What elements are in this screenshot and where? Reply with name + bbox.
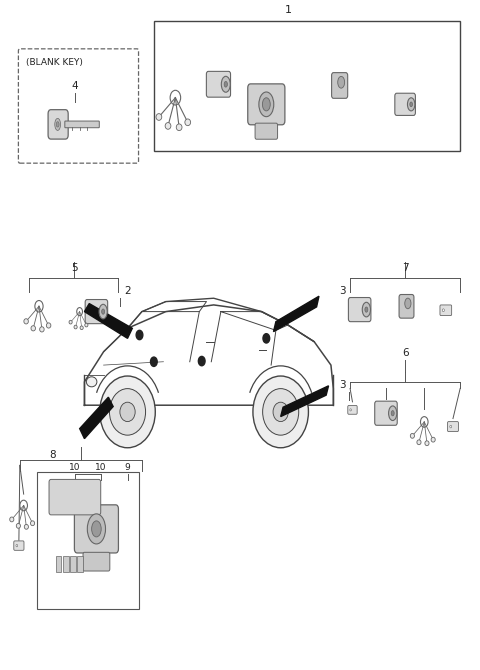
Ellipse shape xyxy=(400,296,410,304)
Text: 8: 8 xyxy=(49,450,56,460)
FancyBboxPatch shape xyxy=(18,49,139,163)
FancyBboxPatch shape xyxy=(395,93,415,115)
Text: 3: 3 xyxy=(339,286,346,296)
FancyBboxPatch shape xyxy=(206,72,230,97)
Ellipse shape xyxy=(10,517,14,522)
Ellipse shape xyxy=(92,521,101,537)
Text: 10: 10 xyxy=(96,463,107,472)
FancyBboxPatch shape xyxy=(332,72,348,98)
FancyBboxPatch shape xyxy=(348,297,371,322)
Bar xyxy=(70,555,76,572)
Ellipse shape xyxy=(156,114,162,121)
Bar xyxy=(77,555,83,572)
FancyBboxPatch shape xyxy=(348,405,357,414)
Polygon shape xyxy=(84,304,132,338)
Circle shape xyxy=(198,356,205,366)
FancyBboxPatch shape xyxy=(440,305,452,316)
Ellipse shape xyxy=(176,124,182,131)
Ellipse shape xyxy=(408,98,415,111)
Ellipse shape xyxy=(40,327,44,332)
Ellipse shape xyxy=(389,406,397,421)
Bar xyxy=(56,555,61,572)
Ellipse shape xyxy=(31,326,36,331)
Ellipse shape xyxy=(410,433,414,438)
Ellipse shape xyxy=(332,74,344,82)
Ellipse shape xyxy=(74,325,77,329)
FancyBboxPatch shape xyxy=(48,110,68,139)
Text: 7: 7 xyxy=(402,263,408,273)
Ellipse shape xyxy=(100,376,156,448)
Ellipse shape xyxy=(24,525,28,529)
Ellipse shape xyxy=(443,309,444,312)
FancyBboxPatch shape xyxy=(255,123,277,139)
FancyBboxPatch shape xyxy=(248,84,285,125)
Ellipse shape xyxy=(253,376,309,448)
Ellipse shape xyxy=(109,389,145,435)
Text: 9: 9 xyxy=(125,463,131,472)
Text: 4: 4 xyxy=(72,81,78,91)
Text: 10: 10 xyxy=(69,463,81,472)
Circle shape xyxy=(151,357,157,366)
Ellipse shape xyxy=(85,323,88,327)
Ellipse shape xyxy=(410,102,412,107)
Ellipse shape xyxy=(259,92,274,117)
Circle shape xyxy=(263,334,270,343)
Polygon shape xyxy=(80,397,113,439)
Ellipse shape xyxy=(55,119,60,131)
FancyBboxPatch shape xyxy=(447,421,458,431)
FancyBboxPatch shape xyxy=(85,299,108,324)
Polygon shape xyxy=(281,386,328,417)
Ellipse shape xyxy=(362,302,371,317)
Ellipse shape xyxy=(350,409,351,411)
Ellipse shape xyxy=(99,304,107,319)
FancyBboxPatch shape xyxy=(375,401,397,425)
Ellipse shape xyxy=(263,389,299,435)
Ellipse shape xyxy=(221,76,230,92)
Ellipse shape xyxy=(47,323,51,328)
FancyBboxPatch shape xyxy=(14,541,24,550)
Ellipse shape xyxy=(24,319,28,324)
Polygon shape xyxy=(274,296,319,332)
FancyBboxPatch shape xyxy=(65,121,99,128)
Ellipse shape xyxy=(425,441,429,446)
Bar xyxy=(36,472,140,609)
Ellipse shape xyxy=(69,320,72,324)
Ellipse shape xyxy=(431,438,435,442)
Bar xyxy=(63,555,69,572)
Ellipse shape xyxy=(16,523,21,528)
Ellipse shape xyxy=(273,402,288,421)
Text: 6: 6 xyxy=(402,348,408,358)
Ellipse shape xyxy=(120,402,135,421)
Text: (BLANK KEY): (BLANK KEY) xyxy=(25,58,83,66)
FancyBboxPatch shape xyxy=(49,480,101,515)
Ellipse shape xyxy=(87,514,106,544)
Ellipse shape xyxy=(86,377,97,387)
Ellipse shape xyxy=(450,425,452,428)
Ellipse shape xyxy=(31,521,35,526)
Ellipse shape xyxy=(224,82,228,87)
Bar xyxy=(154,21,460,151)
Ellipse shape xyxy=(405,298,411,309)
Ellipse shape xyxy=(165,123,171,129)
Text: 1: 1 xyxy=(284,5,291,15)
FancyBboxPatch shape xyxy=(74,505,119,553)
Text: 3: 3 xyxy=(339,380,346,390)
Ellipse shape xyxy=(185,119,191,126)
Ellipse shape xyxy=(16,545,18,547)
Ellipse shape xyxy=(365,307,368,312)
Ellipse shape xyxy=(391,411,394,416)
Ellipse shape xyxy=(263,98,270,111)
FancyBboxPatch shape xyxy=(399,295,414,318)
Ellipse shape xyxy=(417,440,421,445)
FancyBboxPatch shape xyxy=(83,552,110,571)
Circle shape xyxy=(136,330,143,340)
Text: 2: 2 xyxy=(124,286,131,296)
Ellipse shape xyxy=(338,76,345,88)
Text: 5: 5 xyxy=(72,263,78,273)
Ellipse shape xyxy=(56,122,59,127)
Ellipse shape xyxy=(80,326,83,330)
Ellipse shape xyxy=(102,309,105,314)
